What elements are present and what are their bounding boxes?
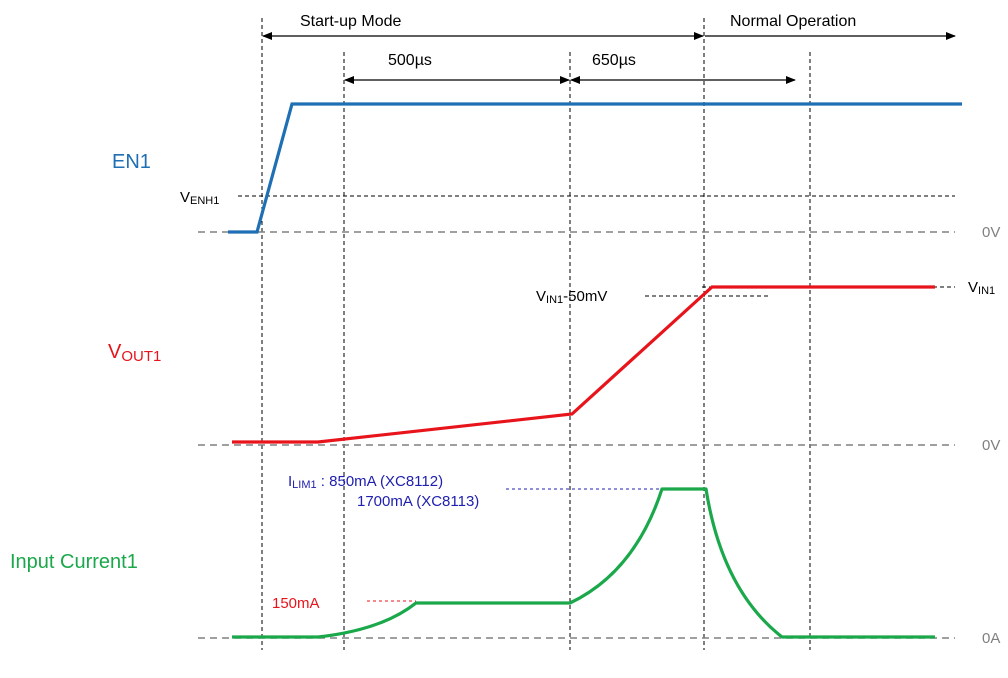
- en-zero-label: 0V: [982, 224, 1000, 241]
- vout-waveform: [232, 285, 935, 444]
- vin-label: VIN1: [968, 279, 995, 297]
- ilim-label-line2: 1700mA (XC8113): [357, 493, 479, 510]
- timing-label-500: 500µs: [388, 52, 432, 69]
- i150-label: 150mA: [272, 595, 320, 612]
- vout-signal-name: VOUT1: [108, 341, 161, 365]
- current-signal-name: Input Current1: [10, 551, 138, 573]
- startup-label: Start-up Mode: [300, 13, 401, 30]
- en-waveform: [228, 102, 962, 234]
- en-signal-name: EN1: [112, 151, 151, 173]
- current-zero-label: 0A: [982, 630, 1000, 647]
- venh-label: VENH1: [180, 189, 219, 207]
- vin-minus-label: VIN1-50mV: [536, 288, 607, 306]
- current-waveform: [232, 487, 935, 639]
- normal-label: Normal Operation: [730, 13, 856, 30]
- timing-guides: [261, 18, 811, 650]
- ilim-label: ILIM1 : 850mA (XC8112): [288, 473, 443, 491]
- timing-label-650: 650µs: [592, 52, 636, 69]
- vout-zero-label: 0V: [982, 437, 1000, 454]
